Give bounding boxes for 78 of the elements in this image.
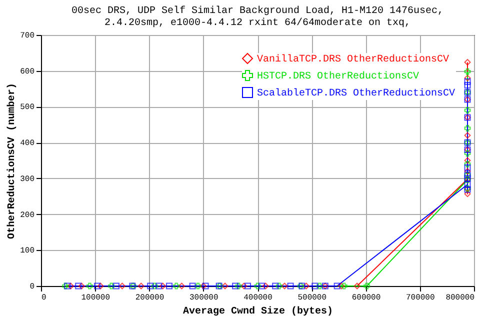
point bbox=[68, 282, 74, 290]
point bbox=[312, 282, 318, 290]
text: 00sec DRS, UDP Self Similar Background Load, H1-M120 1476usec, bbox=[71, 6, 444, 17]
point bbox=[464, 68, 471, 75]
point bbox=[262, 282, 269, 290]
point bbox=[160, 282, 166, 290]
point bbox=[338, 282, 345, 290]
point bbox=[112, 282, 120, 290]
x-tick-label: 200000 bbox=[135, 294, 164, 302]
point bbox=[364, 282, 370, 290]
y-tick-label: 400 bbox=[20, 139, 35, 148]
point bbox=[232, 282, 239, 290]
point bbox=[464, 74, 471, 82]
point bbox=[138, 282, 144, 290]
x-tick-label: 600000 bbox=[352, 294, 381, 302]
point bbox=[118, 282, 126, 290]
point bbox=[464, 181, 471, 188]
x-tick-label: 300000 bbox=[189, 294, 218, 302]
point bbox=[287, 282, 294, 290]
point bbox=[281, 282, 288, 290]
point bbox=[75, 282, 82, 290]
point bbox=[194, 282, 202, 290]
x-tick-label: 700000 bbox=[406, 294, 435, 302]
point bbox=[108, 282, 115, 290]
point bbox=[240, 282, 248, 290]
x-axis-title: Average Cwnd Size (bytes) bbox=[182, 306, 334, 318]
point bbox=[354, 282, 360, 290]
point bbox=[464, 190, 471, 198]
point bbox=[166, 282, 173, 290]
point bbox=[316, 282, 323, 290]
y-tick-label: 300 bbox=[20, 174, 35, 184]
point bbox=[464, 107, 471, 114]
point bbox=[464, 150, 471, 157]
point bbox=[97, 282, 104, 290]
point bbox=[464, 59, 471, 66]
point bbox=[86, 282, 93, 290]
x-tick-label: 800000 bbox=[446, 294, 475, 302]
point bbox=[78, 282, 85, 290]
y-tick-label: 700 bbox=[20, 32, 35, 40]
point bbox=[189, 282, 196, 290]
point bbox=[464, 168, 471, 174]
legend-label: ScalableTCP.DRS OtherReductionsCV bbox=[257, 88, 456, 100]
point bbox=[464, 82, 471, 88]
point bbox=[222, 282, 228, 290]
y-tick-label: 600 bbox=[20, 67, 35, 76]
point bbox=[235, 282, 242, 290]
point bbox=[258, 282, 266, 290]
point bbox=[202, 282, 209, 290]
point bbox=[464, 164, 471, 171]
x-tick-label: 500000 bbox=[298, 294, 327, 302]
point bbox=[464, 157, 471, 164]
point bbox=[254, 282, 261, 290]
point bbox=[464, 132, 471, 139]
x-tick-label: 400000 bbox=[244, 294, 273, 302]
point bbox=[147, 282, 154, 290]
point bbox=[156, 282, 162, 290]
y-axis-title: OtherReductionsCV (number) bbox=[6, 82, 18, 240]
point bbox=[94, 282, 101, 290]
y-tick-label: 0 bbox=[30, 282, 35, 292]
x-tick-label: 0 bbox=[42, 294, 46, 302]
point bbox=[340, 282, 348, 290]
y-tick-label: 500 bbox=[20, 103, 35, 112]
text: 2.4.20smp, e1000-4.4.12 rxint 64/64moderate on txq, bbox=[104, 18, 411, 29]
point bbox=[244, 282, 251, 290]
point bbox=[464, 160, 471, 168]
point bbox=[272, 282, 279, 290]
point bbox=[173, 282, 180, 290]
point bbox=[334, 282, 340, 290]
point bbox=[464, 124, 471, 132]
y-tick-label: 200 bbox=[20, 210, 35, 220]
x-tick-label: 100000 bbox=[81, 294, 110, 302]
point bbox=[178, 282, 185, 290]
legend-label: VanillaTCP.DRS OtherReductionsCV bbox=[257, 54, 450, 66]
point bbox=[276, 282, 282, 290]
y-tick-label: 100 bbox=[20, 246, 35, 256]
point bbox=[464, 78, 471, 85]
legend-label: HSTCP.DRS OtherReductionsCV bbox=[257, 70, 420, 82]
point bbox=[151, 282, 158, 290]
